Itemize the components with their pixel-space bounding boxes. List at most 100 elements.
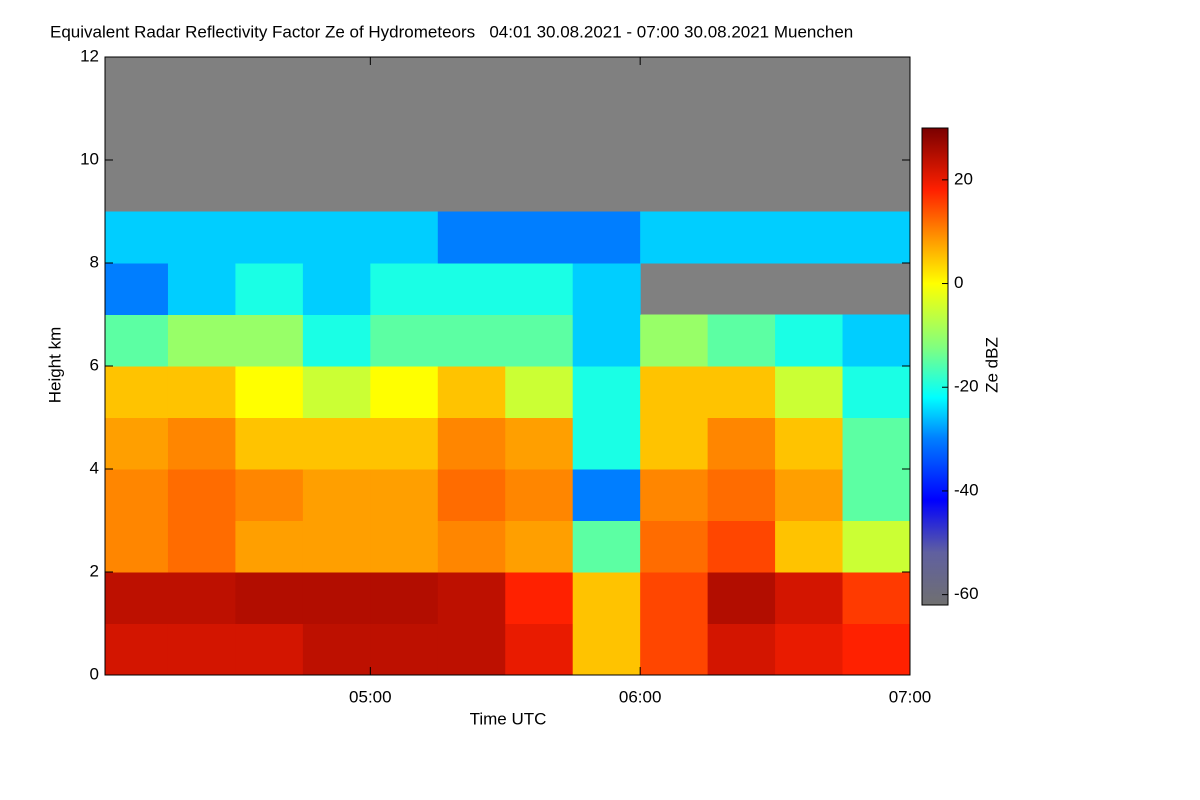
heatmap-cell — [775, 623, 844, 676]
heatmap-cell — [370, 623, 439, 676]
heatmap-cell — [235, 314, 304, 367]
heatmap-cell — [842, 366, 911, 418]
heatmap-cell — [505, 623, 574, 676]
heatmap-cell — [302, 417, 371, 470]
heatmap-cell — [302, 366, 371, 418]
heatmap-cell — [235, 623, 304, 676]
heatmap-cell — [167, 366, 236, 418]
heatmap-cell — [105, 366, 169, 418]
heatmap-cell — [640, 520, 709, 573]
heatmap-cell — [437, 623, 506, 676]
heatmap-cell — [437, 572, 506, 624]
heatmap-cell — [302, 623, 371, 676]
heatmap-cell — [235, 211, 304, 264]
heatmap-cell — [370, 314, 439, 367]
heatmap-cell — [707, 572, 776, 624]
colorbar — [921, 127, 949, 606]
heatmap-cell — [775, 520, 844, 573]
heatmap-cell — [572, 211, 641, 264]
heatmap-cell — [640, 623, 709, 676]
heatmap-cell — [505, 417, 574, 470]
heatmap-cell — [167, 520, 236, 573]
heatmap-cell — [842, 520, 911, 573]
heatmap-cell — [235, 572, 304, 624]
heatmap-cell — [572, 520, 641, 573]
heatmap-cell — [505, 314, 574, 367]
heatmap-cell — [505, 211, 574, 264]
heatmap-cell — [302, 520, 371, 573]
heatmap-cell — [437, 263, 506, 315]
heatmap-cell — [370, 211, 439, 264]
heatmap-cell — [437, 469, 506, 521]
y-axis-label: Height km — [45, 327, 64, 404]
heatmap-cell — [707, 520, 776, 573]
heatmap-cell — [842, 623, 911, 676]
heatmap-cell — [572, 623, 641, 676]
heatmap-cell — [105, 572, 169, 624]
heatmap-cell — [167, 572, 236, 624]
heatmap-cell — [842, 417, 911, 470]
heatmap-cell — [640, 366, 709, 418]
heatmap-cell — [707, 469, 776, 521]
heatmap-cell — [105, 314, 169, 367]
heatmap-cell — [437, 520, 506, 573]
heatmap-cell — [572, 572, 641, 624]
heatmap-cell — [105, 469, 169, 521]
heatmap-cell — [105, 520, 169, 573]
heatmap-cell — [167, 469, 236, 521]
heatmap-cell — [775, 417, 844, 470]
y-tick-label: 8 — [90, 252, 99, 271]
heatmap-cell — [437, 417, 506, 470]
heatmap-cell — [505, 366, 574, 418]
x-tick-label: 07:00 — [889, 687, 932, 706]
heatmap-cell — [640, 417, 709, 470]
heatmap-cell — [370, 520, 439, 573]
heatmap-cell — [707, 211, 776, 264]
heatmap-cell — [707, 366, 776, 418]
heatmap-cell — [105, 263, 169, 315]
heatmap-cell — [707, 623, 776, 676]
heatmap-cell — [775, 366, 844, 418]
colorbar-tick-label: 0 — [954, 273, 963, 292]
heatmap-cell — [505, 572, 574, 624]
heatmap-cell — [437, 314, 506, 367]
heatmap-cell — [302, 263, 371, 315]
heatmap-cell — [640, 469, 709, 521]
x-tick-label: 06:00 — [619, 687, 662, 706]
heatmap-cell — [707, 314, 776, 367]
heatmap-cell — [775, 469, 844, 521]
heatmap-cell — [842, 314, 911, 367]
heatmap-cell — [302, 572, 371, 624]
heatmap-cell — [505, 469, 574, 521]
heatmap-cell — [302, 469, 371, 521]
colorbar-tick-label: 20 — [954, 169, 973, 188]
y-tick-label: 4 — [90, 458, 99, 477]
heatmap-cell — [302, 314, 371, 367]
heatmap-cell — [572, 366, 641, 418]
y-tick-label: 10 — [80, 149, 99, 168]
heatmap-cell — [167, 263, 236, 315]
heatmap-cell — [105, 417, 169, 470]
heatmap-cell — [167, 623, 236, 676]
colorbar-tick-label: -40 — [954, 480, 979, 499]
y-tick-label: 6 — [90, 355, 99, 374]
heatmap-cell — [105, 623, 169, 676]
heatmap-cell — [235, 520, 304, 573]
heatmap-cell — [572, 314, 641, 367]
heatmap-cell — [572, 417, 641, 470]
heatmap-cell — [302, 211, 371, 264]
heatmap-cell — [235, 366, 304, 418]
y-tick-label: 12 — [80, 46, 99, 65]
heatmap-cell — [370, 469, 439, 521]
heatmap-cell — [640, 314, 709, 367]
chart-title: Equivalent Radar Reflectivity Factor Ze … — [50, 22, 853, 41]
heatmap-cell — [707, 417, 776, 470]
heatmap-cell — [842, 211, 911, 264]
heatmap-cell — [842, 572, 911, 624]
heatmap-cell — [167, 211, 236, 264]
heatmap-cell — [775, 572, 844, 624]
heatmap-cell — [105, 211, 169, 264]
heatmap-cell — [437, 211, 506, 264]
